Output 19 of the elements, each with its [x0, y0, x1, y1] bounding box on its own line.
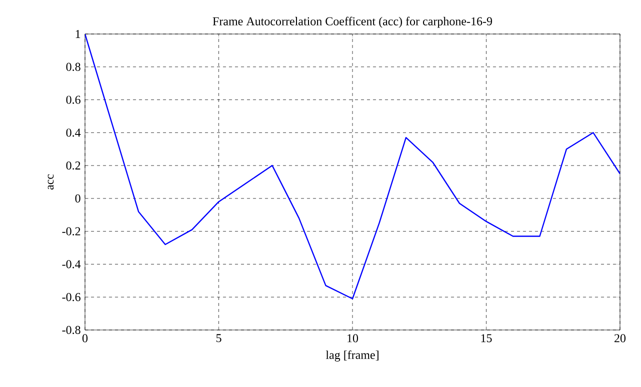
chart-title: Frame Autocorrelation Coefficent (acc) for carphone-16-9 [212, 16, 492, 28]
y-tick-label: 0.2 [66, 161, 80, 170]
y-tick-label: 0 [75, 194, 80, 202]
x-tick-label: 0 [82, 334, 88, 342]
y-tick-label: 0.8 [66, 62, 80, 71]
line-series [85, 34, 620, 300]
y-tick-label: 0.4 [66, 128, 81, 137]
y-tick-label: 0.6 [66, 96, 80, 104]
y-tick-label: -0.6 [62, 293, 80, 302]
y-tick-label: -0.8 [62, 326, 80, 334]
x-tick-label: 10 [348, 334, 358, 342]
x-tick-label: 20 [614, 334, 626, 342]
y-tick-label: -0.2 [62, 227, 80, 236]
x-tick-label: 15 [481, 334, 492, 342]
y-axis-title: acc [48, 174, 54, 190]
x-axis-title: lag [frame] [326, 350, 378, 362]
x-tick-label: 5 [216, 334, 222, 342]
y-tick-label: -0.4 [62, 260, 81, 268]
y-tick-label: 1 [76, 30, 80, 38]
